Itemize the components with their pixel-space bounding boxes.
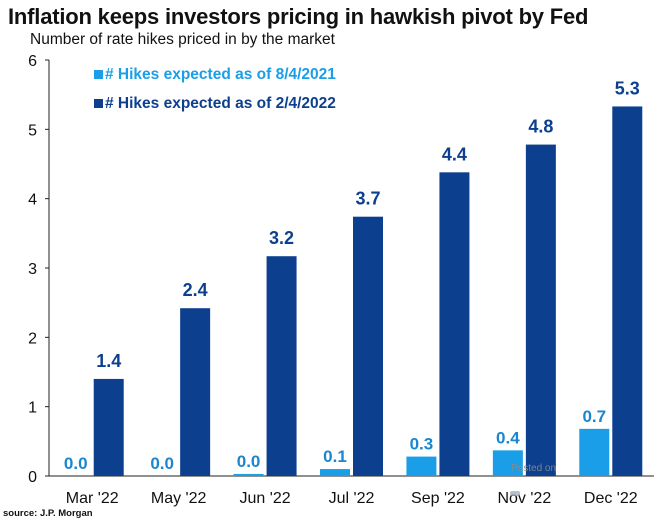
data-label-series-1: 0.1	[323, 447, 347, 466]
x-tick-label: Jul '22	[329, 490, 375, 507]
data-label-series-1: 0.0	[237, 452, 261, 471]
y-tick-label: 4	[28, 192, 37, 209]
bar-series-2	[180, 308, 211, 476]
legend-swatch-series-1	[94, 70, 103, 79]
x-tick-label: Jun '22	[240, 490, 291, 507]
data-label-series-2: 1.4	[96, 351, 121, 371]
bar-series-1	[406, 456, 437, 476]
source-note: source: J.P. Morgan	[3, 508, 93, 519]
y-tick-label: 2	[28, 330, 37, 347]
data-label-series-2: 5.3	[615, 78, 640, 98]
watermark-icon	[510, 491, 520, 496]
y-tick-label: 0	[28, 469, 37, 486]
legend-label-series-2: # Hikes expected as of 2/4/2022	[105, 94, 336, 112]
data-label-series-1: 0.7	[582, 407, 606, 426]
chart-subtitle: Number of rate hikes priced in by the ma…	[30, 31, 335, 48]
legend-item-series-2: # Hikes expected as of 2/4/2022	[94, 91, 336, 116]
data-label-series-2: 3.2	[269, 228, 294, 248]
bar-series-1	[320, 469, 350, 476]
y-tick-label: 3	[28, 261, 37, 278]
x-tick-label: May '22	[151, 490, 207, 507]
x-tick-label: Nov '22	[497, 490, 551, 507]
y-tick-label: 5	[28, 122, 37, 139]
legend-label-series-1: # Hikes expected as of 8/4/2021	[105, 65, 336, 83]
legend: # Hikes expected as of 8/4/2021 # Hikes …	[94, 62, 336, 120]
bar-series-2	[612, 106, 643, 476]
y-tick-label: 6	[28, 53, 37, 70]
data-label-series-2: 4.8	[528, 117, 553, 137]
bar-series-2	[93, 378, 124, 476]
data-label-series-1: 0.0	[150, 454, 174, 473]
x-tick-label: Dec '22	[584, 490, 638, 507]
data-label-series-2: 4.4	[442, 144, 467, 164]
legend-item-series-1: # Hikes expected as of 8/4/2021	[94, 62, 336, 87]
chart-title: Inflation keeps investors pricing in haw…	[8, 4, 589, 29]
x-tick-label: Sep '22	[411, 490, 465, 507]
legend-swatch-series-2	[94, 99, 103, 108]
bar-series-1	[492, 450, 523, 476]
data-label-series-1: 0.0	[64, 454, 88, 473]
bar-series-2	[353, 216, 383, 476]
bar-series-2	[439, 172, 470, 476]
bar-series-1	[233, 473, 264, 476]
bar-series-1	[579, 428, 610, 476]
x-tick-label: Mar '22	[66, 490, 119, 507]
data-label-series-1: 0.3	[410, 435, 434, 454]
y-tick-label: 1	[28, 400, 37, 417]
data-label-series-2: 3.7	[355, 189, 380, 209]
data-label-series-2: 2.4	[183, 280, 208, 300]
watermark-text: Posted on	[511, 463, 557, 474]
bar-series-2	[266, 256, 297, 476]
bar-series-2	[525, 144, 556, 476]
data-label-series-1: 0.4	[496, 428, 520, 447]
